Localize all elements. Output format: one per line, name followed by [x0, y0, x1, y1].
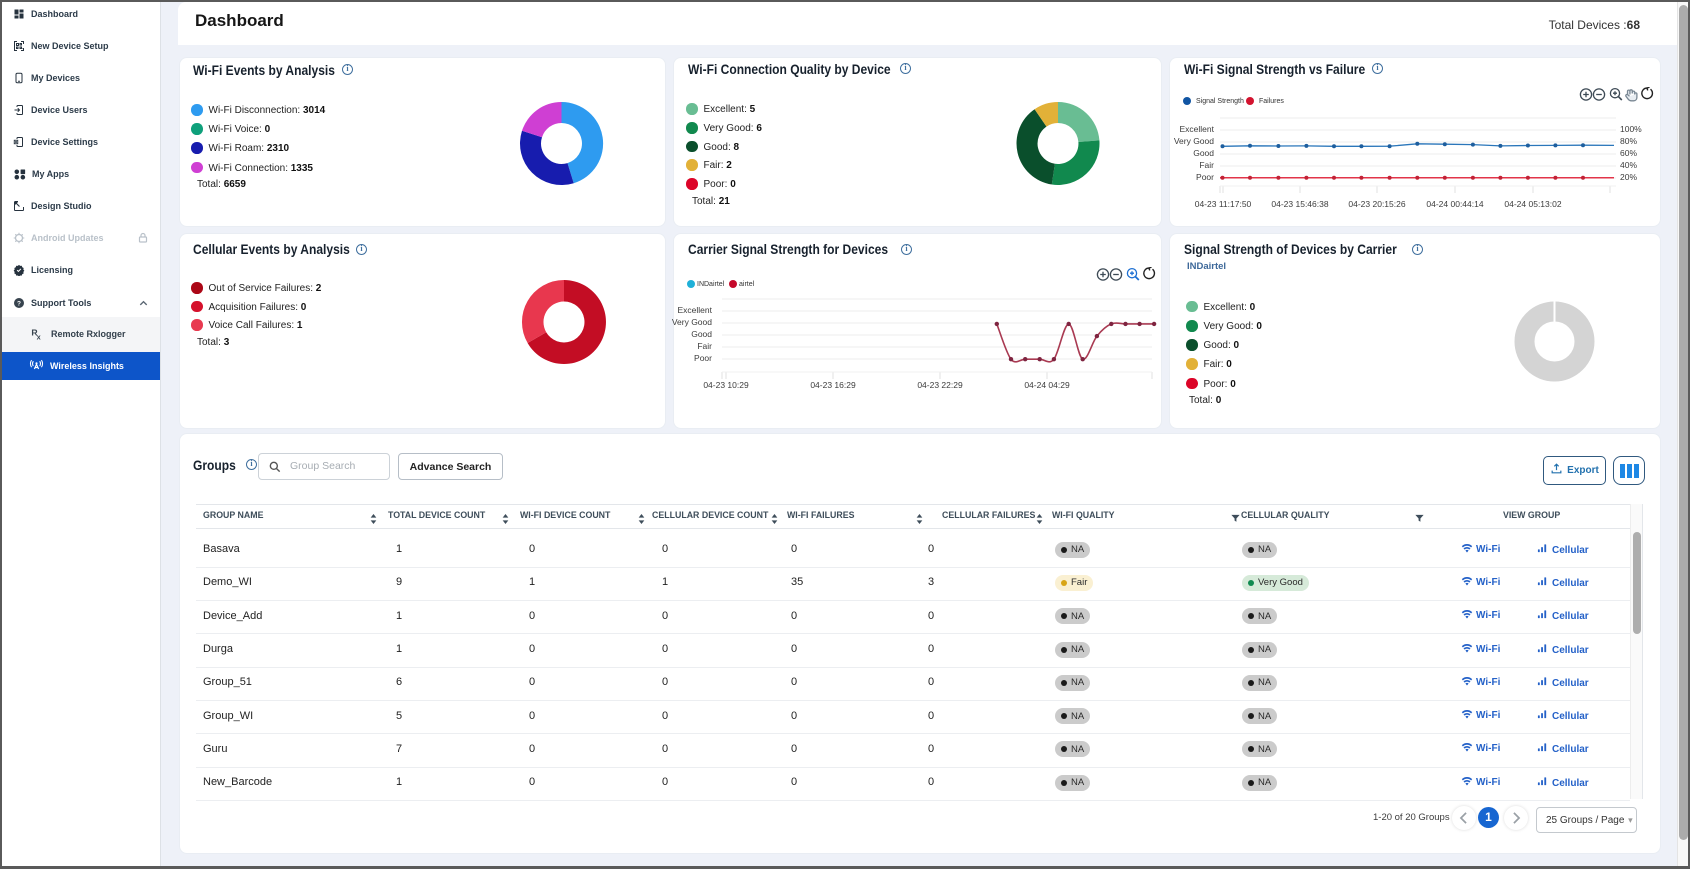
svg-text:x: x: [37, 332, 42, 341]
svg-text:R: R: [31, 327, 38, 337]
svg-text:?: ?: [17, 301, 21, 308]
